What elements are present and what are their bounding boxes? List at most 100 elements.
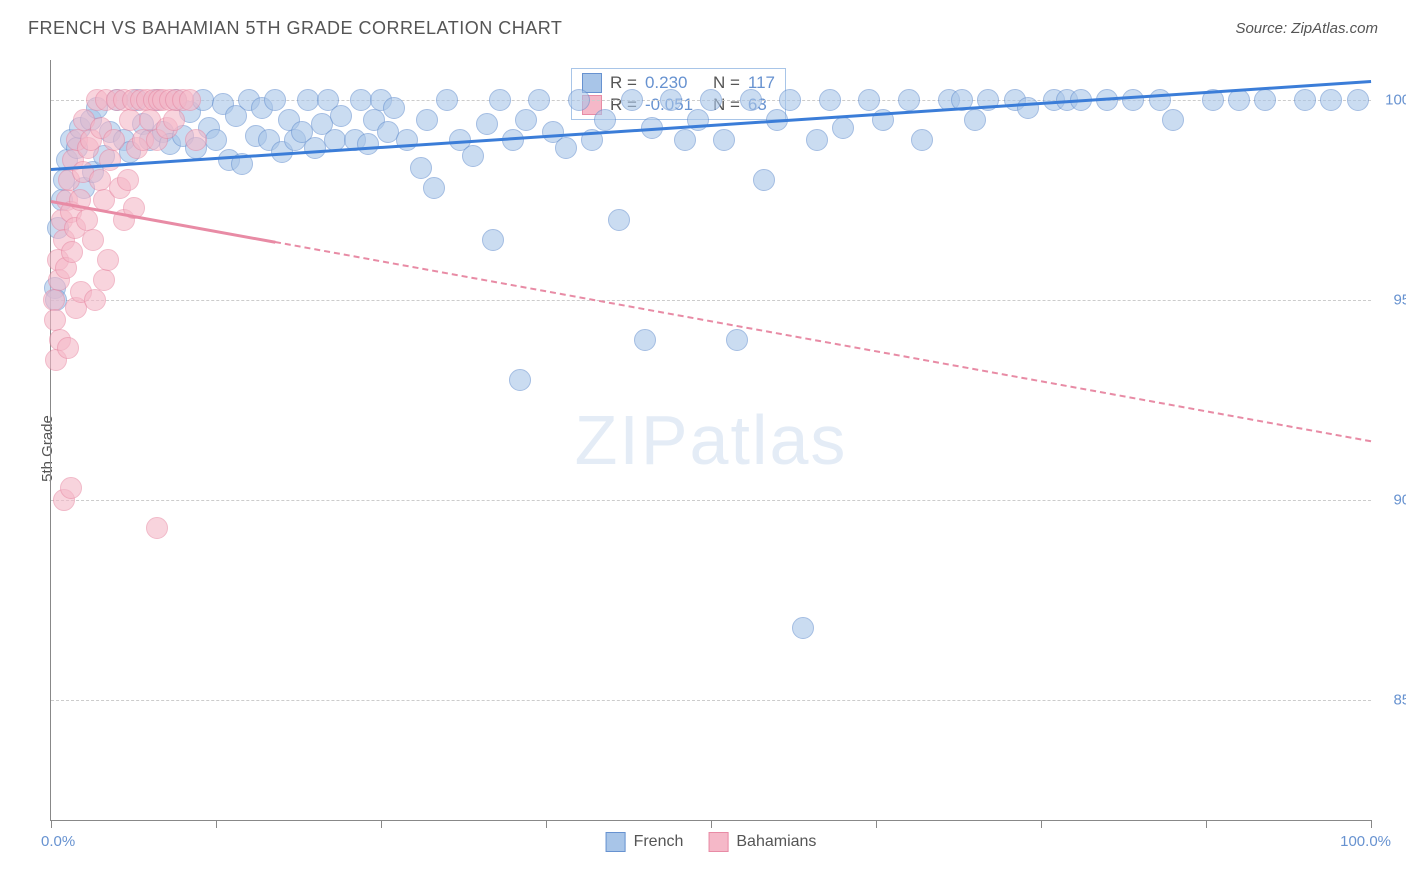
data-point xyxy=(416,109,438,131)
data-point xyxy=(964,109,986,131)
data-point xyxy=(858,89,880,111)
data-point xyxy=(528,89,550,111)
data-point xyxy=(264,89,286,111)
y-tick-label: 95.0% xyxy=(1393,292,1406,309)
data-point xyxy=(555,137,577,159)
data-point xyxy=(1347,89,1369,111)
data-point xyxy=(350,89,372,111)
data-point xyxy=(119,109,141,131)
data-point xyxy=(179,89,201,111)
x-axis-max-label: 100.0% xyxy=(1340,833,1391,850)
data-point xyxy=(93,269,115,291)
data-point xyxy=(76,209,98,231)
data-point xyxy=(1162,109,1184,131)
data-point xyxy=(779,89,801,111)
y-tick-label: 100.0% xyxy=(1385,92,1406,109)
data-point xyxy=(753,169,775,191)
data-point xyxy=(84,289,106,311)
data-point xyxy=(608,209,630,231)
data-point xyxy=(60,477,82,499)
x-tick xyxy=(546,820,547,828)
data-point xyxy=(476,113,498,135)
data-point xyxy=(1017,97,1039,119)
bottom-legend-item: Bahamians xyxy=(708,832,816,852)
data-point xyxy=(462,145,484,167)
data-point xyxy=(304,137,326,159)
x-tick xyxy=(51,820,52,828)
data-point xyxy=(1149,89,1171,111)
data-point xyxy=(377,121,399,143)
data-point xyxy=(660,89,682,111)
watermark-atlas: atlas xyxy=(690,401,848,479)
data-point xyxy=(185,129,207,151)
data-point xyxy=(740,89,762,111)
data-point xyxy=(383,97,405,119)
data-point xyxy=(674,129,696,151)
gridline xyxy=(51,500,1371,501)
bottom-legend-item: French xyxy=(606,832,684,852)
data-point xyxy=(713,129,735,151)
x-tick xyxy=(1206,820,1207,828)
data-point xyxy=(357,133,379,155)
plot-area: ZIPatlas R =0.230N =117R =-0.051N =63 Fr… xyxy=(50,60,1371,821)
legend-label: Bahamians xyxy=(736,833,816,851)
gridline xyxy=(51,300,1371,301)
data-point xyxy=(99,149,121,171)
chart-title: FRENCH VS BAHAMIAN 5TH GRADE CORRELATION… xyxy=(28,18,562,39)
data-point xyxy=(898,89,920,111)
data-point xyxy=(621,89,643,111)
data-point xyxy=(489,89,511,111)
data-point xyxy=(330,105,352,127)
data-point xyxy=(792,617,814,639)
x-tick xyxy=(381,820,382,828)
watermark: ZIPatlas xyxy=(575,400,848,480)
data-point xyxy=(594,109,616,131)
data-point xyxy=(423,177,445,199)
data-point xyxy=(1254,89,1276,111)
data-point xyxy=(97,249,119,271)
legend-swatch xyxy=(708,832,728,852)
x-tick xyxy=(711,820,712,828)
data-point xyxy=(509,369,531,391)
x-axis-min-label: 0.0% xyxy=(41,833,75,850)
data-point xyxy=(89,169,111,191)
x-tick xyxy=(1371,820,1372,828)
chart-container: FRENCH VS BAHAMIAN 5TH GRADE CORRELATION… xyxy=(0,0,1406,892)
data-point xyxy=(568,89,590,111)
data-point xyxy=(482,229,504,251)
legend-label: French xyxy=(634,833,684,851)
data-point xyxy=(700,89,722,111)
y-tick-label: 90.0% xyxy=(1393,492,1406,509)
data-point xyxy=(1122,89,1144,111)
data-point xyxy=(82,229,104,251)
y-tick-label: 85.0% xyxy=(1393,692,1406,709)
data-point xyxy=(436,89,458,111)
data-point xyxy=(410,157,432,179)
data-point xyxy=(1294,89,1316,111)
trend-line-dashed xyxy=(275,241,1371,442)
data-point xyxy=(726,329,748,351)
data-point xyxy=(61,241,83,263)
x-tick xyxy=(876,820,877,828)
watermark-zip: ZIP xyxy=(575,401,690,479)
gridline xyxy=(51,700,1371,701)
data-point xyxy=(819,89,841,111)
data-point xyxy=(117,169,139,191)
x-tick xyxy=(216,820,217,828)
data-point xyxy=(205,129,227,151)
data-point xyxy=(103,129,125,151)
data-point xyxy=(44,309,66,331)
data-point xyxy=(806,129,828,151)
legend-swatch xyxy=(606,832,626,852)
data-point xyxy=(297,89,319,111)
data-point xyxy=(1320,89,1342,111)
data-point xyxy=(43,289,65,311)
data-point xyxy=(911,129,933,151)
source-attribution: Source: ZipAtlas.com xyxy=(1235,20,1378,37)
data-point xyxy=(634,329,656,351)
data-point xyxy=(146,517,168,539)
x-tick xyxy=(1041,820,1042,828)
data-point xyxy=(515,109,537,131)
data-point xyxy=(57,337,79,359)
series-legend: French Bahamians xyxy=(606,832,817,852)
